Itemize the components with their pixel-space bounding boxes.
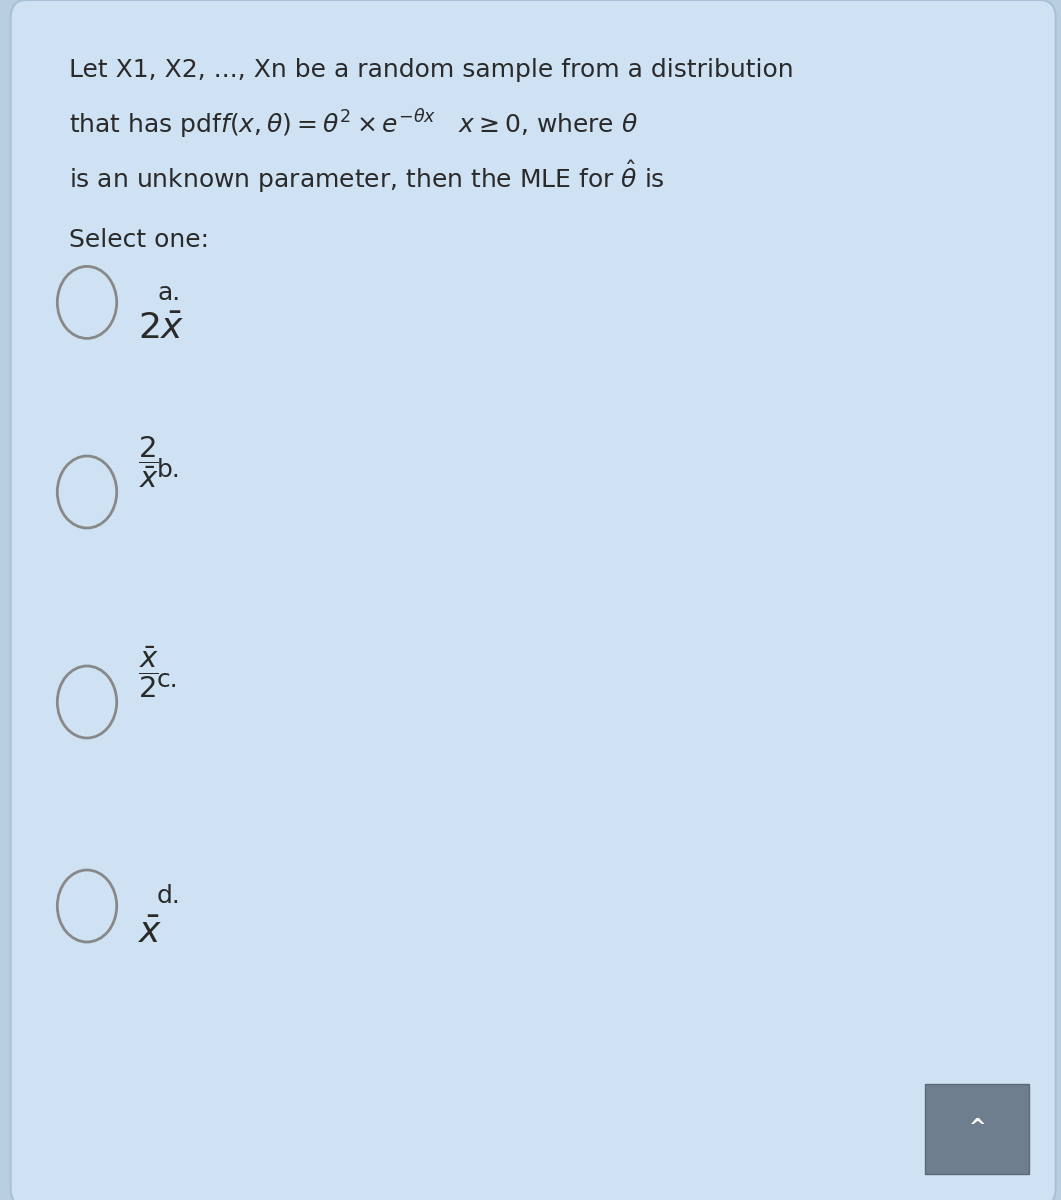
FancyBboxPatch shape <box>11 0 1056 1200</box>
Text: d.: d. <box>157 884 181 908</box>
Text: c.: c. <box>157 668 178 692</box>
Text: ^: ^ <box>969 1118 986 1138</box>
Text: $\dfrac{\bar{x}}{2}$: $\dfrac{\bar{x}}{2}$ <box>138 644 158 701</box>
Text: $\dfrac{2}{\bar{x}}$: $\dfrac{2}{\bar{x}}$ <box>138 434 158 491</box>
Text: $\bar{x}$: $\bar{x}$ <box>138 916 162 949</box>
Text: that has pdf$f(x,\theta) = \theta^2 \times e^{-\theta x}$   $x \geq 0$, where $\: that has pdf$f(x,\theta) = \theta^2 \tim… <box>69 108 638 142</box>
Text: $2\bar{x}$: $2\bar{x}$ <box>138 312 185 346</box>
Text: is an unknown parameter, then the MLE for $\hat{\theta}$ is: is an unknown parameter, then the MLE fo… <box>69 158 665 196</box>
Text: Select one:: Select one: <box>69 228 209 252</box>
Text: Let X1, X2, ..., Xn be a random sample from a distribution: Let X1, X2, ..., Xn be a random sample f… <box>69 58 794 82</box>
FancyBboxPatch shape <box>925 1084 1029 1174</box>
Text: a.: a. <box>157 281 180 305</box>
Text: b.: b. <box>157 458 181 482</box>
